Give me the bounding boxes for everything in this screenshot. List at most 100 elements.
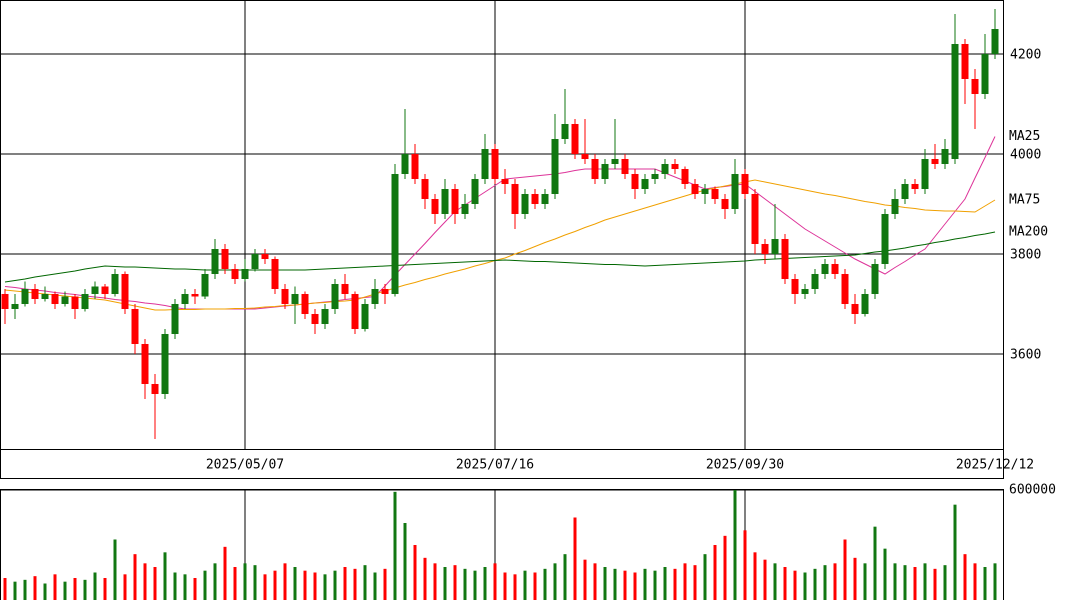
candle-body: [221, 249, 229, 269]
candle-body: [481, 149, 489, 179]
candle-body: [201, 274, 209, 297]
candle-body: [801, 289, 809, 294]
candle-body: [171, 304, 179, 334]
candle-body: [921, 159, 929, 189]
volume-bar: [973, 563, 977, 600]
volume-bar: [793, 570, 797, 600]
candle-body: [111, 274, 119, 294]
volume-bar: [343, 567, 347, 600]
candle-body: [181, 294, 189, 304]
candle-body: [931, 159, 939, 164]
x-tick-label: 2025/05/07: [206, 458, 284, 473]
volume-bar: [883, 548, 887, 600]
volume-panel: [0, 489, 1004, 600]
volume-bar: [453, 565, 457, 600]
volume-bar: [433, 563, 437, 600]
volume-bar: [323, 574, 327, 600]
volume-bar: [63, 581, 67, 600]
volume-bar: [193, 578, 197, 600]
candle-body: [401, 154, 409, 174]
y-tick-label: 4000: [1010, 148, 1041, 163]
candle-body: [721, 199, 729, 209]
x-tick-label: 2025/07/16: [456, 458, 534, 473]
volume-bar: [863, 563, 867, 600]
volume-bar: [503, 572, 507, 600]
volume-bar: [393, 491, 397, 600]
volume-bar: [383, 568, 387, 600]
volume-bar: [163, 552, 167, 600]
candle-body: [251, 254, 259, 269]
volume-bar: [533, 572, 537, 600]
volume-bar: [233, 567, 237, 600]
volume-bar: [943, 565, 947, 600]
volume-bar: [473, 570, 477, 600]
candle-body: [331, 284, 339, 309]
volume-bar: [753, 552, 757, 600]
candle-body: [21, 289, 29, 304]
volume-bar: [803, 572, 807, 600]
volume-bar: [273, 570, 277, 600]
volume-bar: [683, 563, 687, 600]
candle-body: [681, 169, 689, 184]
candle-body: [381, 289, 389, 294]
candle-body: [281, 289, 289, 304]
date-band: [0, 449, 1004, 479]
candle-body: [391, 174, 399, 294]
candle-body: [971, 79, 979, 94]
volume-bar: [553, 563, 557, 600]
candle-body: [51, 294, 59, 304]
candle-body: [841, 274, 849, 304]
candle-body: [431, 199, 439, 214]
legend-label: MA25: [1009, 129, 1040, 144]
legend-label: MA200: [1009, 225, 1048, 240]
candle-body: [991, 29, 999, 54]
volume-bar: [583, 559, 587, 600]
candle-body: [241, 269, 249, 279]
volume-bar: [53, 574, 57, 600]
volume-bar: [283, 563, 287, 600]
candle-body: [861, 294, 869, 314]
volume-bar: [513, 574, 517, 600]
volume-bar: [993, 563, 997, 600]
candle-body: [701, 189, 709, 194]
x-tick-label: 2025/09/30: [706, 458, 784, 473]
candle-body: [61, 296, 69, 304]
candle-body: [621, 159, 629, 174]
candle-body: [891, 199, 899, 214]
volume-bar: [733, 490, 737, 600]
candle-body: [611, 159, 619, 164]
y-tick-label: 3800: [1010, 248, 1041, 263]
volume-bar: [673, 568, 677, 600]
candle-body: [311, 314, 319, 324]
candle-body: [191, 294, 199, 297]
volume-bar: [123, 574, 127, 600]
volume-bar: [13, 581, 17, 600]
volume-bar: [363, 565, 367, 600]
y-tick-label: 3600: [1010, 348, 1041, 363]
volume-bar: [603, 567, 607, 600]
candle-body: [141, 344, 149, 384]
candle-body: [491, 149, 499, 179]
volume-bar: [243, 563, 247, 600]
volume-bar: [853, 557, 857, 600]
volume-bar: [373, 572, 377, 600]
volume-bar: [93, 572, 97, 600]
volume-bar: [3, 578, 7, 600]
legend-label: MA75: [1009, 193, 1040, 208]
volume-bar: [783, 567, 787, 600]
candle-body: [41, 294, 49, 299]
volume-bar: [703, 554, 707, 600]
candle-body: [131, 309, 139, 344]
volume-bar: [523, 570, 527, 600]
candle-body: [1, 294, 9, 309]
volume-bar: [813, 568, 817, 600]
candle-body: [561, 124, 569, 139]
volume-bar: [963, 554, 967, 600]
candle-body: [291, 294, 299, 304]
candle-body: [581, 154, 589, 159]
candle-body: [791, 279, 799, 294]
x-tick-label: 2025/12/12: [956, 458, 1034, 473]
candle-body: [951, 44, 959, 159]
volume-bar: [933, 568, 937, 600]
candle-body: [901, 184, 909, 199]
